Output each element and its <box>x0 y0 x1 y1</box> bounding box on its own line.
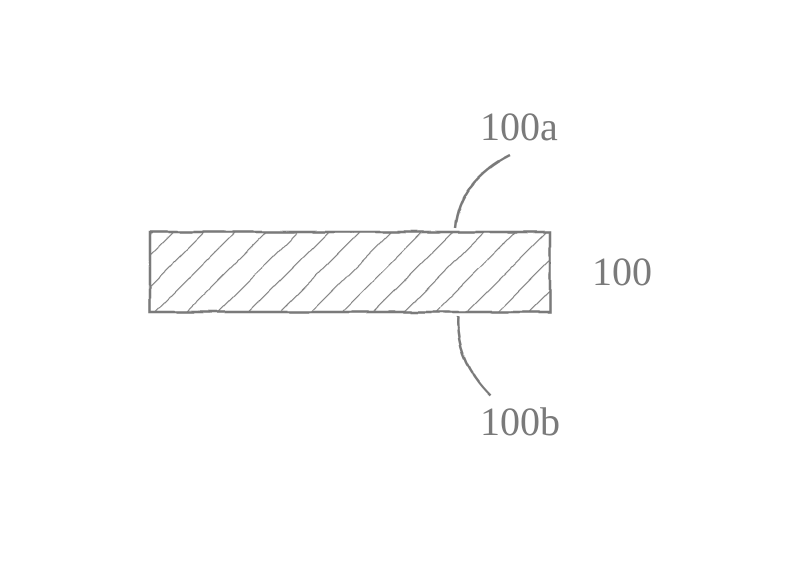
label-substrate: 100 <box>592 249 652 294</box>
leader-top-surface <box>455 155 510 228</box>
label-bottom-surface: 100b <box>480 399 560 444</box>
diagram-canvas: 100a 100 100b <box>0 0 804 574</box>
label-top-surface: 100a <box>480 104 558 149</box>
leader-bottom-surface <box>458 316 490 395</box>
substrate-layer <box>150 232 550 312</box>
